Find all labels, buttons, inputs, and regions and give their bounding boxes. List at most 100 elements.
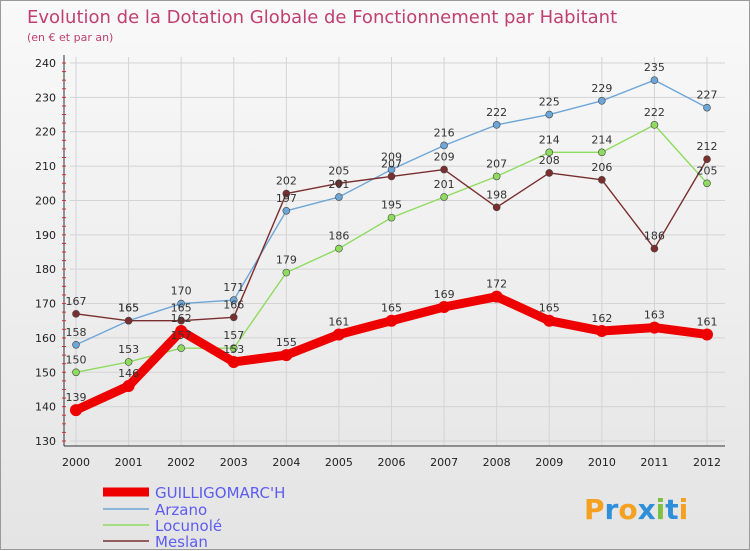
data-point — [72, 340, 80, 349]
chart-subtitle: (en € et par an) — [27, 31, 113, 44]
axes: 130 140 150 160 170 180 190 200 210 220 230 240 2000… — [35, 55, 725, 469]
data-label: 158 — [66, 326, 87, 339]
data-label: 150 — [66, 353, 87, 366]
data-point — [703, 155, 711, 164]
data-label: 167 — [66, 295, 87, 308]
data-label: 197 — [276, 192, 297, 205]
x-tick-label: 2012 — [693, 456, 721, 469]
data-label: 216 — [434, 126, 455, 139]
y-tick-label: 130 — [35, 435, 56, 448]
data-point — [227, 355, 240, 368]
data-point — [177, 299, 185, 308]
data-point — [545, 148, 554, 157]
data-label: 153 — [118, 343, 139, 356]
data-label: 169 — [434, 288, 455, 301]
legend-label: Meslan — [155, 533, 208, 551]
data-point — [438, 300, 451, 313]
data-label: 165 — [539, 302, 560, 315]
data-label: 146 — [118, 367, 139, 380]
y-tick-label: 160 — [35, 332, 56, 345]
x-tick-label: 2007 — [430, 456, 458, 469]
data-point — [280, 349, 293, 362]
data-label: 208 — [539, 154, 560, 167]
x-tick-label: 2003 — [220, 456, 248, 469]
data-label: 201 — [328, 178, 349, 191]
data-point — [703, 103, 711, 112]
data-point — [492, 172, 501, 181]
data-label: 207 — [486, 157, 507, 170]
data-label: 166 — [223, 298, 244, 311]
data-label: 186 — [328, 230, 349, 243]
y-tick-label: 200 — [35, 194, 56, 207]
data-point — [124, 316, 133, 325]
x-tick-label: 2008 — [483, 456, 511, 469]
x-tick-label: 2001 — [115, 456, 143, 469]
data-label: 201 — [434, 178, 455, 191]
proxiti-logo: Proxiti — [584, 493, 688, 526]
data-label: 139 — [66, 391, 87, 404]
data-point — [650, 244, 659, 253]
data-point — [543, 314, 556, 327]
data-point — [387, 172, 396, 181]
data-point — [650, 121, 659, 129]
data-point — [335, 193, 343, 201]
data-point — [177, 316, 185, 325]
data-point — [492, 203, 501, 212]
data-point — [703, 179, 711, 188]
data-label: 225 — [539, 96, 560, 109]
data-label: 157 — [223, 329, 244, 342]
data-label: 161 — [697, 315, 718, 328]
data-point — [332, 328, 345, 341]
data-point — [545, 110, 554, 119]
data-point — [440, 141, 448, 150]
data-point — [440, 193, 448, 201]
data-label: 172 — [486, 278, 507, 291]
y-tick-label: 140 — [35, 401, 56, 414]
data-point — [598, 176, 606, 184]
legend-label: GUILLIGOMARC'H — [155, 484, 285, 502]
data-point — [282, 189, 291, 198]
data-point — [598, 148, 606, 157]
data-label: 209 — [381, 151, 402, 164]
data-label: 153 — [223, 343, 244, 356]
data-label: 209 — [434, 151, 455, 164]
data-point — [648, 321, 661, 334]
data-point — [335, 179, 343, 188]
data-label: 165 — [381, 302, 402, 315]
data-label: 179 — [276, 254, 297, 267]
data-point — [490, 290, 503, 303]
x-tick-label: 2005 — [325, 456, 353, 469]
data-label: 171 — [223, 281, 244, 294]
x-tick-label: 2000 — [62, 456, 90, 469]
x-tick-label: 2011 — [640, 456, 668, 469]
x-tick-label: 2009 — [535, 456, 563, 469]
x-tick-label: 2010 — [588, 456, 616, 469]
data-point — [387, 213, 396, 222]
data-point — [175, 325, 188, 338]
data-point — [595, 325, 608, 338]
y-tick-label: 230 — [35, 91, 56, 104]
data-point — [72, 368, 80, 377]
data-point — [229, 296, 238, 304]
y-tick-label: 190 — [35, 229, 56, 242]
data-label: 165 — [118, 302, 139, 315]
data-point — [598, 97, 606, 105]
x-tick-label: 2004 — [272, 456, 300, 469]
data-label: 162 — [171, 312, 192, 325]
data-point — [650, 76, 659, 84]
data-label: 214 — [591, 133, 612, 146]
data-label: 202 — [276, 175, 297, 188]
data-label: 161 — [328, 315, 349, 328]
data-label: 155 — [276, 336, 297, 349]
data-point — [282, 206, 291, 215]
y-tick-label: 240 — [35, 57, 56, 70]
x-tick-label: 2006 — [378, 456, 406, 469]
y-tick-label: 180 — [35, 263, 56, 276]
data-point — [72, 310, 80, 318]
y-tick-label: 150 — [35, 366, 56, 379]
data-label: 205 — [328, 164, 349, 177]
data-point — [385, 314, 398, 327]
y-tick-label: 210 — [35, 160, 56, 173]
